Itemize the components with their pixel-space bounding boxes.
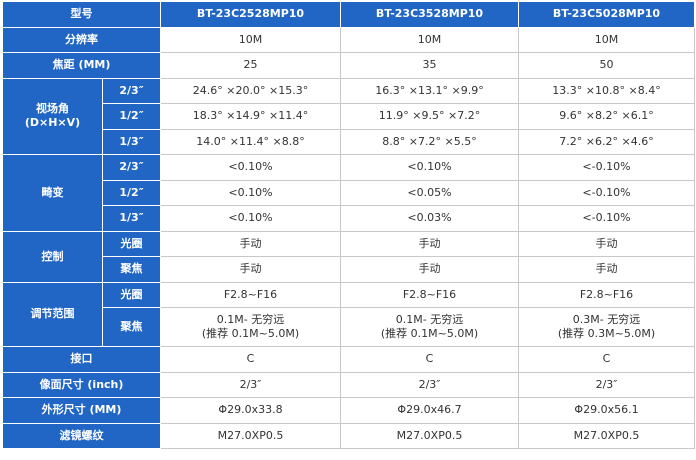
table-row: 外形尺寸 (MM) Φ29.0x33.8 Φ29.0x46.7 Φ29.0x56.1 (2, 397, 695, 424)
value-cell: <-0.10% (518, 154, 695, 181)
sub-label: 光圈 (102, 230, 161, 257)
value-cell: 10M (160, 26, 341, 53)
section-label: 滤镜螺纹 (2, 422, 161, 449)
value-cell: 2/3″ (340, 371, 519, 398)
value-cell: 11.9° ×9.5° ×7.2° (340, 103, 519, 130)
value-cell: <-0.10% (518, 205, 695, 232)
section-label: 畸变 (2, 154, 103, 232)
value-cell: <0.10% (340, 154, 519, 181)
table-row: 聚焦 手动 手动 手动 (3, 256, 695, 283)
value-cell: Φ29.0x46.7 (340, 397, 519, 424)
value-cell: <0.10% (160, 154, 341, 181)
sub-label: 聚焦 (102, 307, 161, 347)
section-label: 焦距 (MM) (2, 52, 161, 79)
value-cell: <0.10% (160, 179, 341, 206)
value-cell: <0.03% (340, 205, 519, 232)
model-header: BT-23C2528MP10 (160, 1, 341, 28)
value-cell: M27.0XP0.5 (518, 422, 695, 449)
value-cell: C (160, 346, 341, 373)
value-cell: C (340, 346, 519, 373)
sub-label: 1/3″ (102, 128, 161, 155)
value-cell: 0.1M- 无穷远 (推荐 0.1M~5.0M) (160, 307, 341, 347)
section-label: 调节范围 (2, 281, 103, 347)
section-label: 接口 (2, 346, 161, 373)
model-header: BT-23C3528MP10 (340, 1, 519, 28)
value-cell: 手动 (518, 230, 695, 257)
sub-label: 聚焦 (102, 256, 161, 283)
table-row: 焦距 (MM) 25 35 50 (2, 52, 695, 79)
sub-label: 1/2″ (102, 103, 161, 130)
value-cell: F2.8~F16 (518, 281, 695, 308)
table-row: 型号 BT-23C2528MP10 BT-23C3528MP10 BT-23C5028… (2, 1, 695, 28)
value-cell: 10M (340, 26, 519, 53)
table-row: 像面尺寸 (inch) 2/3″ 2/3″ 2/3″ (2, 371, 695, 398)
sub-label: 1/2″ (102, 179, 161, 206)
value-cell: F2.8~F16 (340, 281, 519, 308)
value-cell: Φ29.0x33.8 (160, 397, 341, 424)
section-label: 像面尺寸 (inch) (2, 371, 161, 398)
table-row: 控制 光圈 手动 手动 手动 (2, 230, 695, 283)
section-label: 分辨率 (2, 26, 161, 53)
value-cell: 0.1M- 无穷远 (推荐 0.1M~5.0M) (340, 307, 519, 347)
value-cell: <-0.10% (518, 179, 695, 206)
value-cell: 50 (518, 52, 695, 79)
sub-label: 2/3″ (102, 77, 161, 104)
model-header: BT-23C5028MP10 (518, 1, 695, 28)
table-row: 畸变 2/3″ <0.10% <0.10% <-0.10% (2, 154, 695, 232)
value-cell: 13.3° ×10.8° ×8.4° (518, 77, 695, 104)
value-cell: 16.3° ×13.1° ×9.9° (340, 77, 519, 104)
section-label: 视场角 (D×H×V) (2, 77, 103, 155)
value-cell: 0.3M- 无穷远 (推荐 0.3M~5.0M) (518, 307, 695, 347)
table-row: 视场角 (D×H×V) 2/3″ 24.6° ×20.0° ×15.3° 16.3° … (2, 77, 695, 155)
table-row: 1/3″ 14.0° ×11.4° ×8.8° 8.8° ×7.2° ×5.5° 7.… (3, 128, 695, 155)
header-label: 型号 (2, 1, 161, 28)
section-label: 外形尺寸 (MM) (2, 397, 161, 424)
value-cell: 手动 (160, 256, 341, 283)
value-cell: Φ29.0x56.1 (518, 397, 695, 424)
table-row: 分辨率 10M 10M 10M (2, 26, 695, 53)
table-row: 聚焦 0.1M- 无穷远 (推荐 0.1M~5.0M) 0.1M- 无穷远 (推荐 … (3, 307, 695, 347)
sub-label: 2/3″ (102, 154, 161, 181)
value-cell: 手动 (160, 230, 341, 257)
sub-label: 光圈 (102, 281, 161, 308)
sub-label: 1/3″ (102, 205, 161, 232)
value-cell: 2/3″ (518, 371, 695, 398)
value-cell: 9.6° ×8.2° ×6.1° (518, 103, 695, 130)
value-cell: 手动 (340, 256, 519, 283)
table-row: 接口 C C C (2, 346, 695, 373)
value-cell: 35 (340, 52, 519, 79)
value-cell: 手动 (518, 256, 695, 283)
spec-table: 型号 BT-23C2528MP10 BT-23C3528MP10 BT-23C5028… (2, 1, 695, 449)
value-cell: 7.2° ×6.2° ×4.6° (518, 128, 695, 155)
value-cell: M27.0XP0.5 (160, 422, 341, 449)
table-row: 滤镜螺纹 M27.0XP0.5 M27.0XP0.5 M27.0XP0.5 (2, 422, 695, 449)
table-row: 1/3″ <0.10% <0.03% <-0.10% (3, 205, 695, 232)
table-row: 调节范围 光圈 F2.8~F16 F2.8~F16 F2.8~F16 (2, 281, 695, 347)
value-cell: 14.0° ×11.4° ×8.8° (160, 128, 341, 155)
table-row: 1/2″ 18.3° ×14.9° ×11.4° 11.9° ×9.5° ×7.2°… (3, 103, 695, 130)
value-cell: 18.3° ×14.9° ×11.4° (160, 103, 341, 130)
value-cell: <0.05% (340, 179, 519, 206)
value-cell: 24.6° ×20.0° ×15.3° (160, 77, 341, 104)
section-label: 控制 (2, 230, 103, 283)
table-row: 1/2″ <0.10% <0.05% <-0.10% (3, 179, 695, 206)
value-cell: M27.0XP0.5 (340, 422, 519, 449)
value-cell: 25 (160, 52, 341, 79)
value-cell: C (518, 346, 695, 373)
value-cell: 手动 (340, 230, 519, 257)
value-cell: <0.10% (160, 205, 341, 232)
value-cell: 10M (518, 26, 695, 53)
value-cell: 8.8° ×7.2° ×5.5° (340, 128, 519, 155)
value-cell: F2.8~F16 (160, 281, 341, 308)
value-cell: 2/3″ (160, 371, 341, 398)
